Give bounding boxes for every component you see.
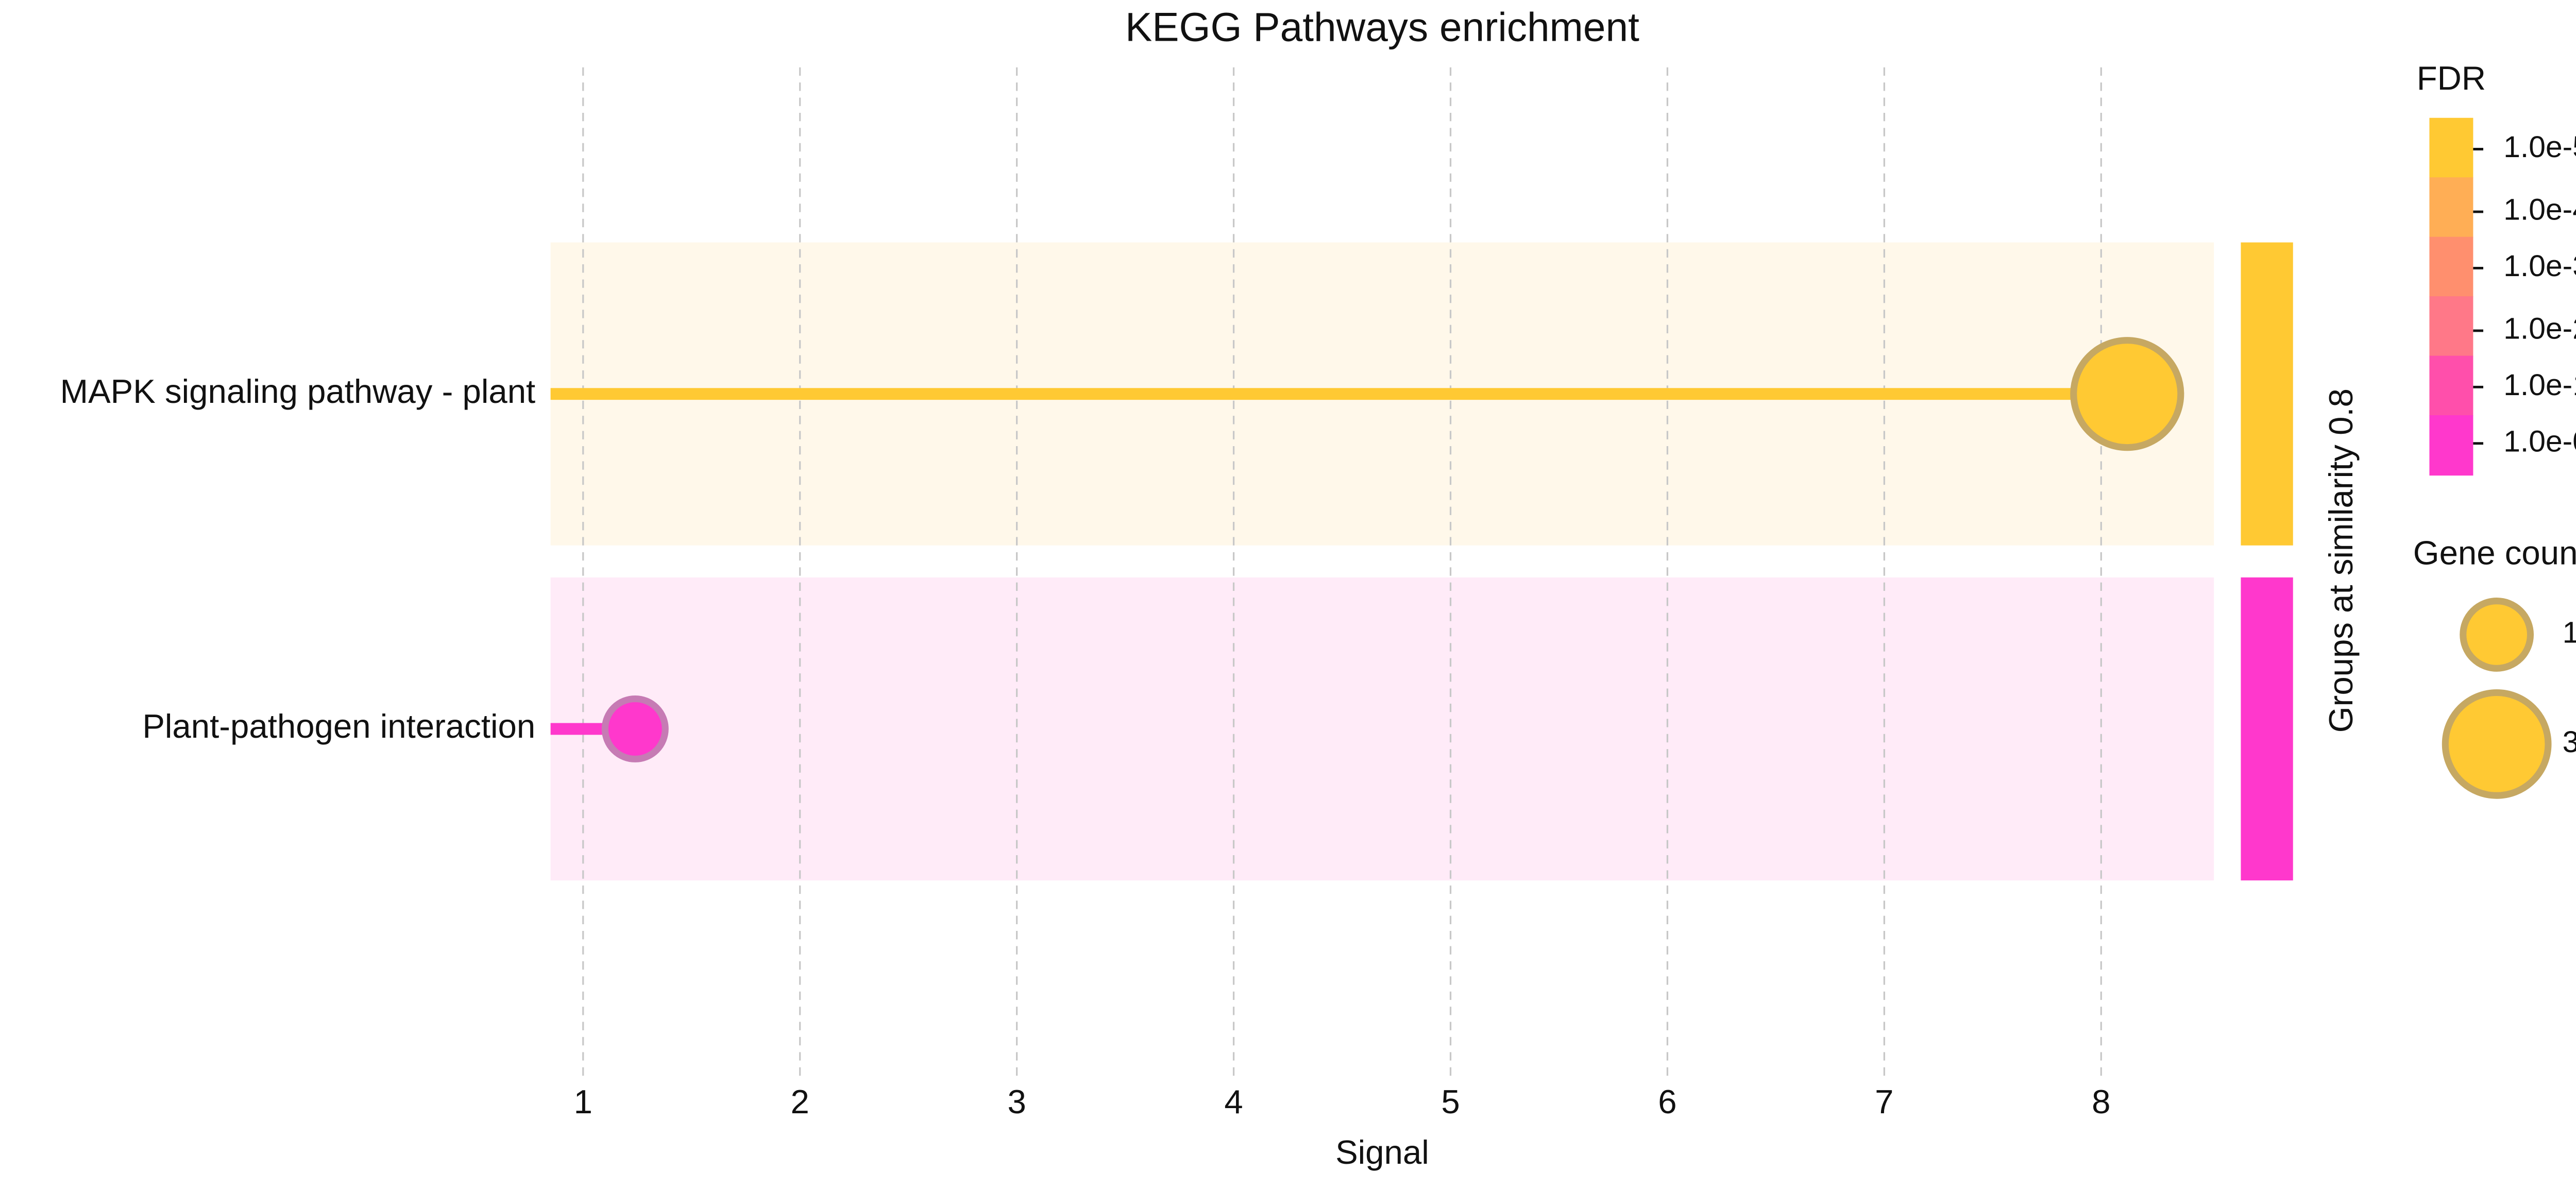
x-tick-label: 5 xyxy=(1441,1083,1460,1120)
group-bar xyxy=(2241,577,2293,881)
group-bar xyxy=(2241,242,2293,546)
colorbar-block xyxy=(2429,117,2473,178)
x-axis-label: Signal xyxy=(1335,1133,1429,1171)
x-tick-label: 6 xyxy=(1658,1083,1676,1120)
colorbar-block xyxy=(2429,296,2473,357)
group-label: Groups at similarity 0.8 xyxy=(2322,388,2360,733)
size-legend-marker xyxy=(2460,598,2534,672)
x-tick-label: 1 xyxy=(574,1083,592,1120)
colorbar-tick-label: 1.0e-55 xyxy=(2503,130,2576,164)
size-legend-label: 15 xyxy=(2563,616,2576,649)
x-tick-label: 2 xyxy=(791,1083,809,1120)
x-tick-label: 7 xyxy=(1875,1083,1893,1120)
colorbar-tick-label: 1.0e-17 xyxy=(2503,368,2576,402)
colorbar-tick-label: 1.0e-26 xyxy=(2503,312,2576,345)
size-legend-marker xyxy=(2442,689,2552,799)
colorbar-block xyxy=(2429,415,2473,476)
point xyxy=(601,695,669,762)
size-legend-title: Gene count xyxy=(2413,534,2576,572)
x-tick-label: 4 xyxy=(1224,1083,1243,1120)
point xyxy=(2070,337,2184,451)
size-legend-label: 35 xyxy=(2563,725,2576,759)
colorbar-tick-label: 1.0e-36 xyxy=(2503,249,2576,283)
x-tick-label: 8 xyxy=(2092,1083,2110,1120)
colorbar-block xyxy=(2429,177,2473,238)
y-tick-label: MAPK signaling pathway - plant xyxy=(60,372,536,410)
colorbar-block xyxy=(2429,355,2473,416)
y-tick-label: Plant-pathogen interaction xyxy=(142,707,535,745)
colorbar-tick-label: 1.0e-45 xyxy=(2503,193,2576,227)
row-band xyxy=(550,577,2214,881)
colorbar-tick-label: 1.0e-08 xyxy=(2503,424,2576,458)
colorbar-block xyxy=(2429,236,2473,297)
x-tick-label: 3 xyxy=(1007,1083,1026,1120)
colorbar-title: FDR xyxy=(2417,59,2486,97)
chart-title: KEGG Pathways enrichment xyxy=(1125,5,1639,50)
